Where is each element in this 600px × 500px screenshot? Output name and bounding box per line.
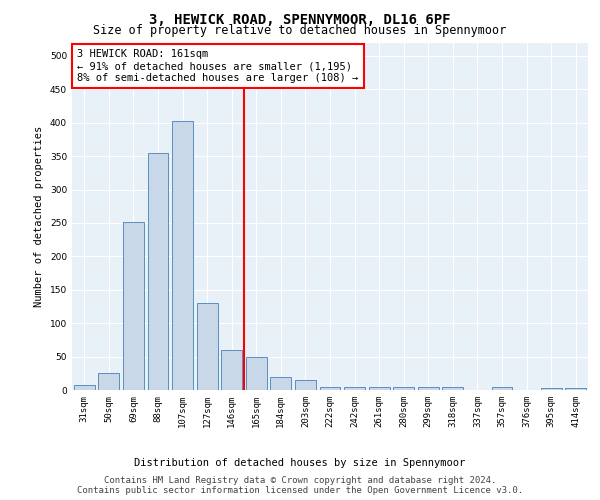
Bar: [221, 350, 242, 390]
Bar: [197, 303, 218, 390]
Bar: [98, 374, 119, 390]
Bar: [418, 386, 439, 390]
Bar: [442, 386, 463, 390]
Bar: [344, 386, 365, 390]
Text: 3 HEWICK ROAD: 161sqm
← 91% of detached houses are smaller (1,195)
8% of semi-de: 3 HEWICK ROAD: 161sqm ← 91% of detached …: [77, 50, 358, 82]
Y-axis label: Number of detached properties: Number of detached properties: [34, 126, 44, 307]
Bar: [565, 388, 586, 390]
Text: Contains HM Land Registry data © Crown copyright and database right 2024.
Contai: Contains HM Land Registry data © Crown c…: [77, 476, 523, 495]
Bar: [541, 388, 562, 390]
Bar: [295, 380, 316, 390]
Bar: [246, 356, 267, 390]
Bar: [491, 386, 512, 390]
Bar: [368, 386, 389, 390]
Bar: [148, 153, 169, 390]
Text: Distribution of detached houses by size in Spennymoor: Distribution of detached houses by size …: [134, 458, 466, 468]
Bar: [74, 386, 95, 390]
Text: Size of property relative to detached houses in Spennymoor: Size of property relative to detached ho…: [94, 24, 506, 37]
Bar: [271, 376, 292, 390]
Bar: [172, 120, 193, 390]
Bar: [320, 386, 340, 390]
Bar: [123, 222, 144, 390]
Bar: [393, 386, 414, 390]
Text: 3, HEWICK ROAD, SPENNYMOOR, DL16 6PF: 3, HEWICK ROAD, SPENNYMOOR, DL16 6PF: [149, 12, 451, 26]
